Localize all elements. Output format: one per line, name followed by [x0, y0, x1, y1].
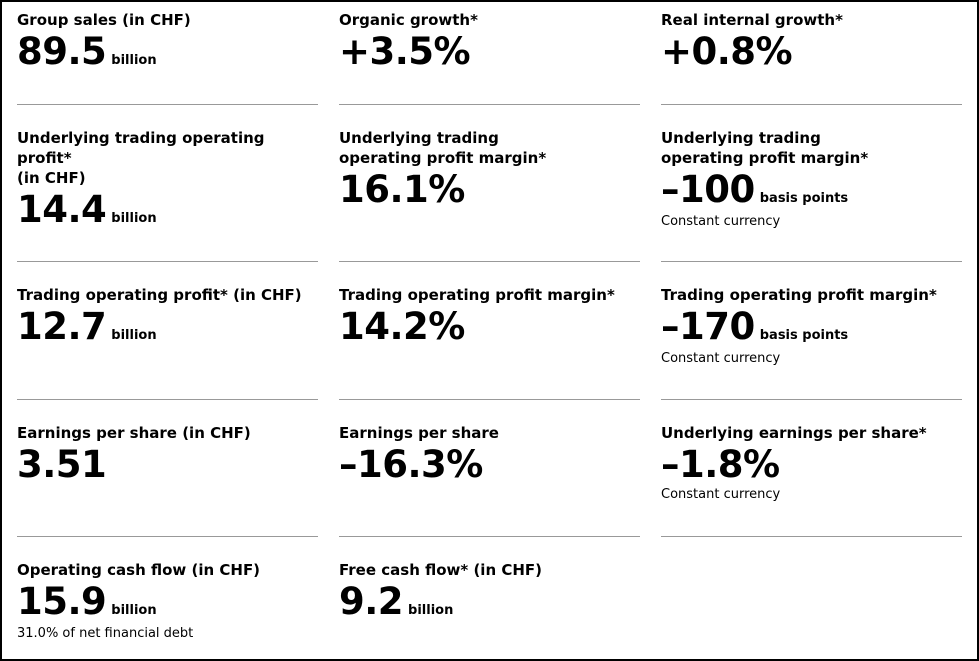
- kpi-note: Constant currency: [661, 214, 781, 229]
- kpi-unit: billion: [111, 53, 157, 68]
- kpi-cell: Underlying trading operating profit margi…: [661, 128, 962, 229]
- kpi-value-line: 15.9 billion: [17, 582, 318, 631]
- kpi-value: –16.3%: [339, 443, 483, 486]
- label-line: operating profit margin*: [661, 149, 869, 167]
- kpi-unit: basis points: [759, 328, 849, 343]
- kpi-value: –100: [661, 168, 755, 211]
- kpi-cell: Organic growth* +3.5%: [339, 10, 640, 79]
- divider: [661, 399, 962, 400]
- kpi-value: 16.1%: [339, 168, 465, 211]
- label-line: Underlying trading: [339, 129, 499, 147]
- label-line: Group sales (in CHF): [17, 11, 191, 29]
- divider: [339, 399, 640, 400]
- kpi-unit: billion: [111, 603, 157, 618]
- kpi-cell: Underlying trading operating profit* (in …: [17, 128, 318, 239]
- kpi-unit: billion: [408, 603, 454, 618]
- kpi-cell: Operating cash flow (in CHF) 15.9 billion 3…: [17, 560, 318, 641]
- label-line: Organic growth*: [339, 11, 478, 29]
- label-line: Operating cash flow (in CHF): [17, 561, 261, 579]
- label-line: Earnings per share: [339, 424, 499, 442]
- kpi-cell: Trading operating profit* (in CHF) 12.7 bi…: [17, 285, 318, 356]
- kpi-cell: Underlying trading operating profit margi…: [339, 128, 640, 217]
- divider: [661, 261, 962, 262]
- kpi-note: 31.0% of net financial debt: [17, 626, 194, 641]
- kpi-label: Free cash flow* (in CHF): [339, 560, 640, 580]
- kpi-cell: Trading operating profit margin* 14.2%: [339, 285, 640, 354]
- kpi-cell: Real internal growth* +0.8%: [661, 10, 962, 79]
- kpi-value: +3.5%: [339, 30, 471, 73]
- label-line: (in CHF): [17, 169, 86, 187]
- divider: [661, 104, 962, 105]
- kpi-value: 14.4: [17, 188, 107, 231]
- kpi-label: Earnings per share: [339, 423, 640, 443]
- divider: [339, 261, 640, 262]
- kpi-label: Underlying trading operating profit margi…: [339, 128, 640, 168]
- kpi-value-line: 16.1%: [339, 170, 640, 217]
- kpi-value-line: –170 basis points: [661, 307, 962, 356]
- kpi-label: Underlying earnings per share*: [661, 423, 962, 443]
- kpi-label: Underlying trading operating profit* (in …: [17, 128, 318, 188]
- divider: [339, 104, 640, 105]
- kpi-value: –1.8%: [661, 443, 780, 486]
- label-line: Underlying trading: [661, 129, 821, 147]
- kpi-label: Group sales (in CHF): [17, 10, 318, 30]
- kpi-value: 89.5: [17, 30, 107, 73]
- divider: [17, 399, 318, 400]
- label-line: Free cash flow* (in CHF): [339, 561, 543, 579]
- kpi-cell: Trading operating profit margin* –170 basi…: [661, 285, 962, 366]
- kpi-value: 3.51: [17, 443, 107, 486]
- kpi-value-line: 14.4 billion: [17, 190, 318, 239]
- kpi-unit: billion: [111, 328, 157, 343]
- kpi-value-line: –16.3%: [339, 445, 640, 492]
- kpi-value: 15.9: [17, 580, 107, 623]
- label-line: Trading operating profit* (in CHF): [17, 286, 302, 304]
- kpi-note: Constant currency: [661, 351, 781, 366]
- divider: [17, 104, 318, 105]
- kpi-note: Constant currency: [661, 487, 781, 502]
- kpi-cell: Free cash flow* (in CHF) 9.2 billion: [339, 560, 640, 631]
- kpi-value: 12.7: [17, 305, 107, 348]
- kpi-label: Organic growth*: [339, 10, 640, 30]
- kpi-unit: billion: [111, 211, 157, 226]
- kpi-value-line: +0.8%: [661, 32, 962, 79]
- kpi-cell: Group sales (in CHF) 89.5 billion: [17, 10, 318, 81]
- kpi-label: Trading operating profit* (in CHF): [17, 285, 318, 305]
- kpi-value-line: –100 basis points: [661, 170, 962, 219]
- label-line: Underlying trading operating profit*: [17, 129, 265, 167]
- kpi-value-line: 3.51: [17, 445, 318, 492]
- kpi-label: Earnings per share (in CHF): [17, 423, 318, 443]
- divider: [339, 536, 640, 537]
- kpi-value: 14.2%: [339, 305, 465, 348]
- kpi-value: 9.2: [339, 580, 404, 623]
- label-line: Underlying earnings per share*: [661, 424, 927, 442]
- kpi-value-line: 14.2%: [339, 307, 640, 354]
- kpi-label: Underlying trading operating profit margi…: [661, 128, 962, 168]
- kpi-cell: Earnings per share (in CHF) 3.51: [17, 423, 318, 492]
- kpi-value-line: 12.7 billion: [17, 307, 318, 356]
- kpi-cell: Earnings per share –16.3%: [339, 423, 640, 492]
- label-line: Earnings per share (in CHF): [17, 424, 251, 442]
- kpi-label: Trading operating profit margin*: [339, 285, 640, 305]
- label-line: operating profit margin*: [339, 149, 547, 167]
- kpi-value: +0.8%: [661, 30, 793, 73]
- label-line: Trading operating profit margin*: [339, 286, 615, 304]
- kpi-cell: Underlying earnings per share* –1.8% Const…: [661, 423, 962, 502]
- kpi-value-line: –1.8%: [661, 445, 962, 492]
- divider: [661, 536, 962, 537]
- divider: [17, 261, 318, 262]
- kpi-label: Real internal growth*: [661, 10, 962, 30]
- label-line: Real internal growth*: [661, 11, 843, 29]
- divider: [17, 536, 318, 537]
- kpi-label: Operating cash flow (in CHF): [17, 560, 318, 580]
- kpi-label: Trading operating profit margin*: [661, 285, 962, 305]
- label-line: Trading operating profit margin*: [661, 286, 937, 304]
- kpi-unit: basis points: [759, 191, 849, 206]
- kpi-value-line: 89.5 billion: [17, 32, 318, 81]
- kpi-value-line: +3.5%: [339, 32, 640, 79]
- kpi-value-line: 9.2 billion: [339, 582, 640, 631]
- kpi-value: –170: [661, 305, 755, 348]
